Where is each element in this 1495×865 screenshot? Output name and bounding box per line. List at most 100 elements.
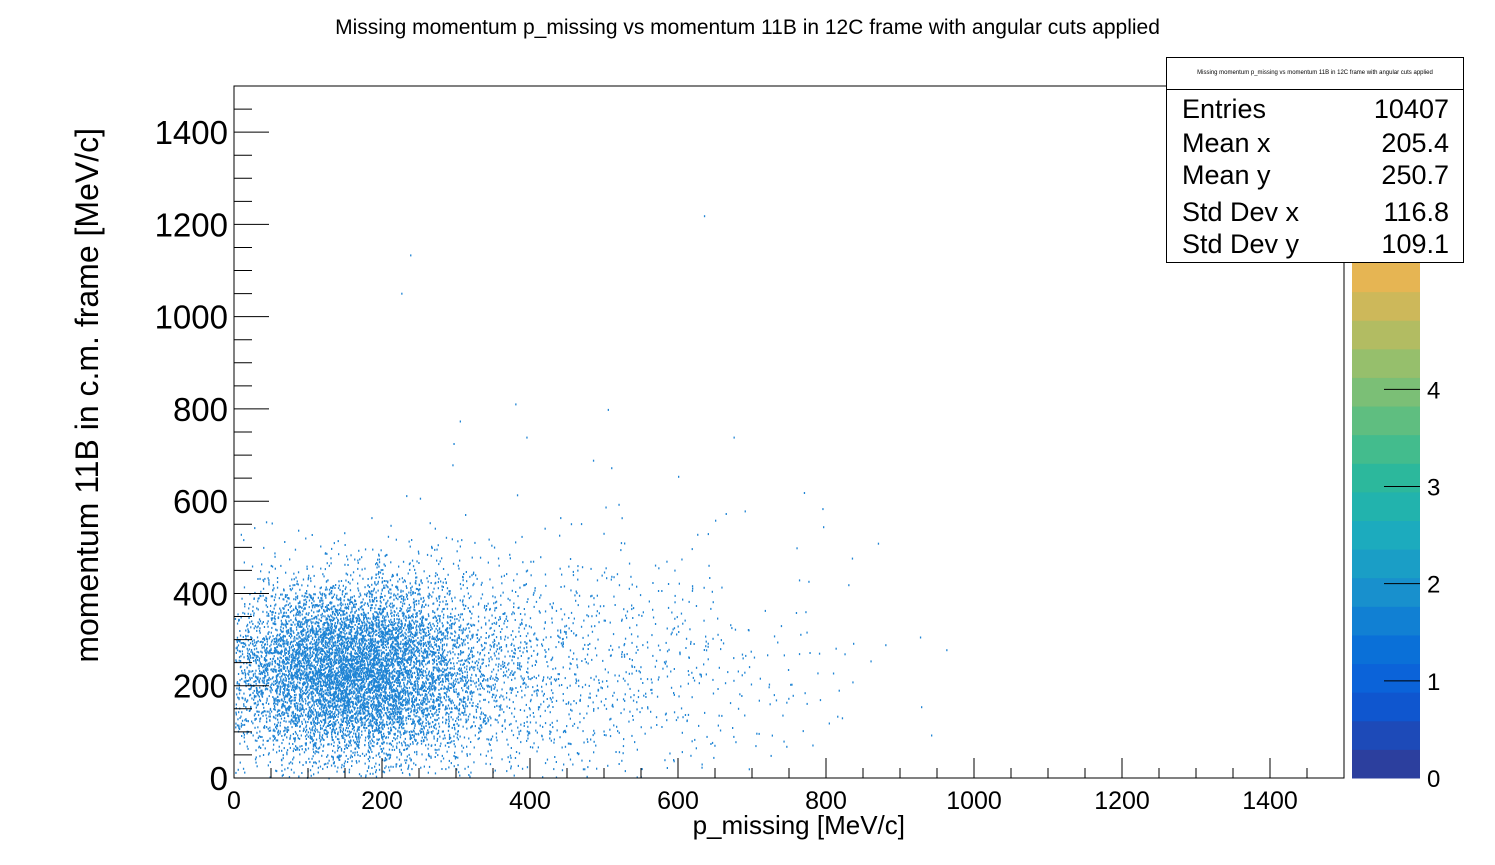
data-point — [408, 591, 410, 594]
data-point — [314, 744, 317, 747]
data-point — [322, 666, 324, 668]
data-point — [410, 709, 413, 712]
data-point — [280, 619, 282, 622]
data-point — [323, 704, 325, 707]
data-point — [388, 633, 390, 636]
data-point — [365, 593, 367, 596]
data-point — [804, 692, 806, 695]
data-point — [494, 769, 496, 772]
data-point — [264, 725, 266, 728]
data-point — [354, 717, 356, 720]
data-point — [377, 640, 379, 643]
data-point — [408, 610, 410, 612]
data-point — [276, 679, 278, 682]
data-point — [637, 635, 639, 638]
data-point — [378, 571, 380, 574]
data-point — [407, 635, 409, 638]
data-point — [711, 590, 713, 593]
data-point — [285, 670, 287, 673]
data-point — [354, 719, 356, 722]
data-point — [371, 692, 374, 695]
data-point — [378, 576, 380, 579]
data-point — [376, 652, 379, 655]
data-point — [375, 718, 377, 721]
data-point — [328, 671, 330, 674]
data-point — [278, 664, 281, 667]
data-point — [401, 605, 404, 608]
data-point — [636, 585, 638, 588]
data-point — [470, 649, 472, 652]
data-point — [451, 597, 453, 600]
data-point — [331, 590, 333, 592]
data-point — [342, 730, 344, 733]
data-point — [296, 674, 298, 677]
data-point — [299, 636, 301, 639]
data-point — [279, 709, 281, 712]
data-point — [423, 656, 425, 659]
data-point — [513, 644, 515, 647]
data-point — [366, 595, 368, 598]
data-point — [304, 748, 307, 751]
data-point — [290, 674, 292, 677]
data-point — [337, 686, 340, 689]
data-point — [331, 698, 333, 701]
data-point — [346, 685, 348, 688]
data-point — [484, 646, 486, 649]
data-point — [361, 688, 364, 691]
data-point — [498, 564, 500, 567]
data-point — [346, 606, 349, 609]
data-point — [358, 710, 360, 713]
data-point — [351, 735, 354, 738]
data-point — [404, 678, 406, 681]
data-point — [387, 694, 390, 697]
data-point — [320, 631, 322, 634]
data-point — [239, 660, 242, 662]
data-point — [362, 710, 364, 713]
data-point — [253, 612, 255, 615]
data-point — [266, 640, 268, 643]
data-point — [547, 665, 549, 668]
data-point — [494, 696, 496, 699]
data-point — [492, 684, 494, 687]
data-point — [307, 639, 309, 642]
data-point — [580, 523, 583, 526]
data-point — [552, 726, 554, 729]
data-point — [360, 775, 362, 778]
data-point — [293, 686, 295, 689]
data-point — [372, 740, 374, 742]
data-point — [461, 632, 463, 635]
data-point — [280, 678, 282, 681]
data-point — [309, 618, 311, 621]
data-point — [628, 720, 630, 723]
data-point — [346, 677, 348, 680]
data-point — [500, 694, 502, 697]
data-point — [401, 633, 403, 636]
data-point — [425, 703, 427, 706]
data-point — [343, 689, 345, 692]
data-point — [313, 721, 315, 724]
data-point — [294, 618, 297, 621]
data-point — [365, 613, 367, 616]
data-point — [253, 681, 255, 683]
data-point — [618, 731, 620, 734]
data-point — [319, 599, 321, 602]
data-point — [398, 715, 401, 718]
data-point — [450, 762, 452, 765]
data-point — [392, 726, 394, 728]
data-point — [461, 672, 464, 675]
data-point — [473, 721, 475, 724]
data-point — [385, 554, 387, 557]
data-point — [467, 657, 469, 660]
data-point — [386, 697, 388, 700]
data-point — [326, 755, 328, 758]
data-point — [324, 721, 326, 724]
data-point — [465, 702, 467, 705]
data-point — [286, 656, 288, 659]
data-point — [768, 686, 770, 689]
data-point — [495, 694, 497, 697]
data-point — [249, 660, 251, 662]
data-point — [235, 722, 237, 725]
data-point — [581, 660, 583, 662]
data-point — [362, 708, 364, 711]
